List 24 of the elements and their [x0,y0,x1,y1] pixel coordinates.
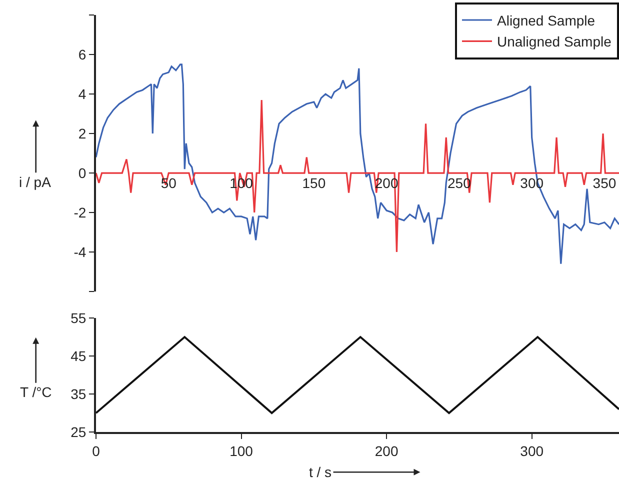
y-tick-label: 45 [70,348,86,364]
x-tick-label: 100 [230,442,254,459]
x-tick-label: 200 [374,442,398,459]
y-tick-label: 4 [78,86,86,102]
x-tick-label: 150 [302,175,326,192]
y-tick-label: 2 [78,125,86,142]
x-tick-label: 300 [520,442,544,459]
legend-label: Aligned Sample [497,12,596,28]
y-tick-label: 55 [70,310,86,326]
y-tick-label: 35 [70,386,86,402]
y-axis-title: T /°C [20,384,52,400]
line-series [96,99,619,253]
x-tick-label: 0 [92,442,100,459]
x-tick-label: 350 [592,175,616,192]
y-tick-label: 6 [78,46,86,62]
y-tick-label: 25 [70,424,86,440]
x-axis-title: t / s [309,464,332,480]
x-tick-label: 50 [160,175,177,192]
y-tick-label: -2 [74,204,86,220]
y-tick-label: -4 [74,244,86,260]
legend-label: Unaligned Sample [497,34,612,50]
y-tick-label: 0 [78,164,86,181]
y-axis-title: i / pA [19,174,52,190]
line-series [96,64,619,265]
